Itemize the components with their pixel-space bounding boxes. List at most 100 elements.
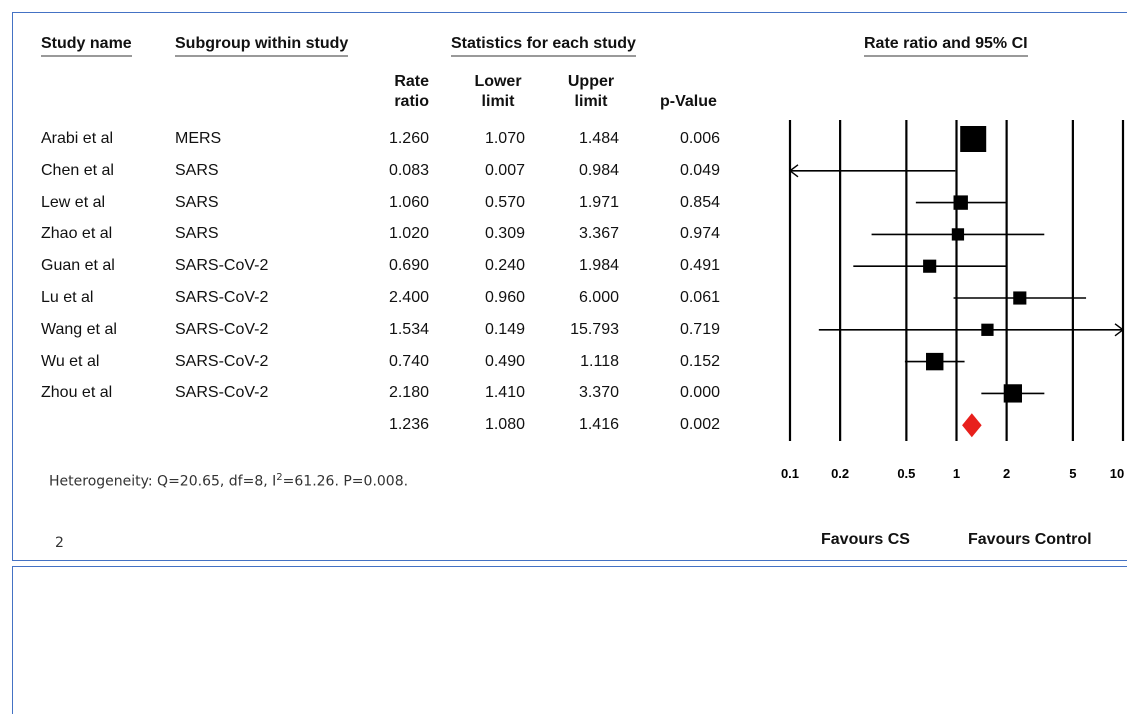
header-rate-ratio-line1: Rate — [394, 73, 429, 90]
cell-lower-limit: 1.080 — [484, 416, 525, 434]
cell-study: Lew et al — [41, 193, 106, 211]
cell-pvalue: 0.491 — [679, 257, 720, 275]
header-pvalue: p-Value — [660, 93, 717, 110]
header-rate-ratio-ci: Rate ratio and 95% CI — [864, 35, 1028, 57]
cell-upper-limit: 1.484 — [578, 130, 619, 147]
point-estimate-marker — [953, 195, 968, 210]
cell-rate-ratio: 0.083 — [388, 161, 429, 179]
cell-lower-limit: 0.490 — [484, 352, 525, 370]
cell-study: Arabi et al — [41, 130, 114, 147]
heterogeneity-text: Heterogeneity: Q=20.65, df=8, I2=61.26. … — [49, 472, 408, 490]
cell-lower-limit: 0.570 — [484, 193, 525, 211]
cell-subgroup: SARS — [175, 193, 219, 211]
cell-pvalue: 0.049 — [679, 161, 720, 179]
cell-upper-limit: 3.367 — [578, 225, 619, 243]
cell-lower-limit: 0.309 — [484, 225, 525, 243]
cell-pvalue: 0.061 — [679, 289, 720, 306]
header-study-name: Study name — [41, 35, 132, 57]
cell-rate-ratio: 1.060 — [388, 193, 429, 211]
cell-study: Zhou et al — [41, 384, 113, 402]
cell-rate-ratio: 0.690 — [388, 257, 429, 275]
point-estimate-marker — [951, 228, 965, 241]
cell-upper-limit: 3.370 — [578, 384, 619, 402]
cell-lower-limit: 0.149 — [484, 320, 525, 338]
header-subgroup: Subgroup within study — [175, 35, 349, 57]
cell-pvalue: 0.002 — [679, 416, 720, 434]
x-tick-label: 0.1 — [781, 466, 799, 481]
cell-rate-ratio: 1.020 — [388, 225, 429, 243]
cell-pvalue: 0.974 — [679, 225, 720, 243]
cell-upper-limit: 6.000 — [578, 289, 619, 306]
cell-rate-ratio: 2.180 — [388, 384, 429, 402]
cell-upper-limit: 1.416 — [578, 416, 619, 434]
cell-lower-limit: 0.240 — [484, 257, 525, 275]
x-tick-label: 0.5 — [897, 466, 915, 481]
cell-lower-limit: 0.960 — [484, 289, 525, 306]
x-tick-label: 0.2 — [831, 466, 849, 481]
cell-upper-limit: 1.984 — [578, 257, 619, 275]
cell-study: Chen et al — [41, 161, 114, 179]
cell-rate-ratio: 0.740 — [388, 352, 429, 370]
x-tick-label: 1 — [953, 466, 960, 481]
cell-upper-limit: 15.793 — [570, 320, 619, 338]
cell-study: Guan et al — [41, 257, 115, 275]
cell-subgroup: SARS-CoV-2 — [175, 257, 269, 275]
cell-subgroup: SARS-CoV-2 — [175, 320, 269, 338]
cell-lower-limit: 0.007 — [484, 161, 525, 179]
header-upper-line2: limit — [574, 93, 608, 110]
cell-study: Lu et al — [41, 289, 94, 306]
favours-right-label: Favours Control — [968, 531, 1092, 548]
cell-study: Zhao et al — [41, 225, 113, 243]
next-page-frame — [12, 566, 1127, 714]
header-upper-limit: Upper limit — [563, 72, 619, 112]
header-lower-limit: Lower limit — [470, 72, 526, 112]
cell-rate-ratio: 1.534 — [388, 320, 429, 338]
header-upper-line1: Upper — [567, 73, 615, 90]
cell-rate-ratio: 1.260 — [388, 130, 429, 147]
point-estimate-marker — [926, 352, 944, 371]
cell-rate-ratio: 2.400 — [388, 289, 429, 306]
cell-subgroup: SARS — [175, 161, 219, 179]
header-lower-line2: limit — [481, 93, 515, 110]
ci-arrow-right — [1114, 323, 1125, 337]
page-number: 2 — [55, 535, 64, 551]
cell-pvalue: 0.854 — [679, 193, 720, 211]
point-estimate-marker — [981, 323, 994, 336]
cell-lower-limit: 1.070 — [484, 130, 525, 147]
point-estimate-marker — [1003, 384, 1022, 403]
cell-upper-limit: 0.984 — [578, 161, 619, 179]
header-statistics: Statistics for each study — [451, 35, 636, 57]
cell-subgroup: SARS-CoV-2 — [175, 289, 269, 306]
header-lower-line1: Lower — [474, 73, 522, 90]
cell-pvalue: 0.152 — [679, 352, 720, 370]
heterogeneity-suffix: =61.26. P=0.008. — [282, 473, 409, 490]
point-estimate-marker — [923, 259, 937, 273]
x-tick-label: 10 — [1110, 466, 1124, 481]
cell-rate-ratio: 1.236 — [388, 416, 429, 434]
cell-subgroup: SARS-CoV-2 — [175, 384, 269, 402]
header-rate-ratio: Rate ratio — [389, 72, 429, 112]
heterogeneity-prefix: Heterogeneity: Q=20.65, df=8, I — [49, 473, 277, 490]
cell-pvalue: 0.000 — [679, 384, 720, 402]
x-tick-label: 5 — [1069, 466, 1076, 481]
cell-study: Wu et al — [41, 352, 100, 370]
cell-pvalue: 0.719 — [679, 320, 720, 338]
cell-subgroup: SARS — [175, 225, 219, 243]
heterogeneity-sup: 2 — [276, 472, 283, 483]
point-estimate-marker — [1013, 291, 1027, 305]
x-tick-label: 2 — [1003, 466, 1010, 481]
cell-study: Wang et al — [41, 320, 117, 338]
page-frame — [12, 12, 1127, 561]
cell-pvalue: 0.006 — [679, 130, 720, 147]
cell-upper-limit: 1.118 — [580, 352, 619, 370]
ci-arrow-left — [788, 164, 799, 178]
cell-subgroup: SARS-CoV-2 — [175, 352, 269, 370]
header-rate-ratio-line2: ratio — [394, 93, 429, 110]
cell-lower-limit: 1.410 — [484, 384, 525, 402]
cell-subgroup: MERS — [175, 130, 222, 147]
cell-upper-limit: 1.971 — [578, 193, 619, 211]
point-estimate-marker — [960, 126, 987, 152]
favours-left-label: Favours CS — [821, 531, 910, 548]
summary-diamond — [962, 413, 982, 438]
